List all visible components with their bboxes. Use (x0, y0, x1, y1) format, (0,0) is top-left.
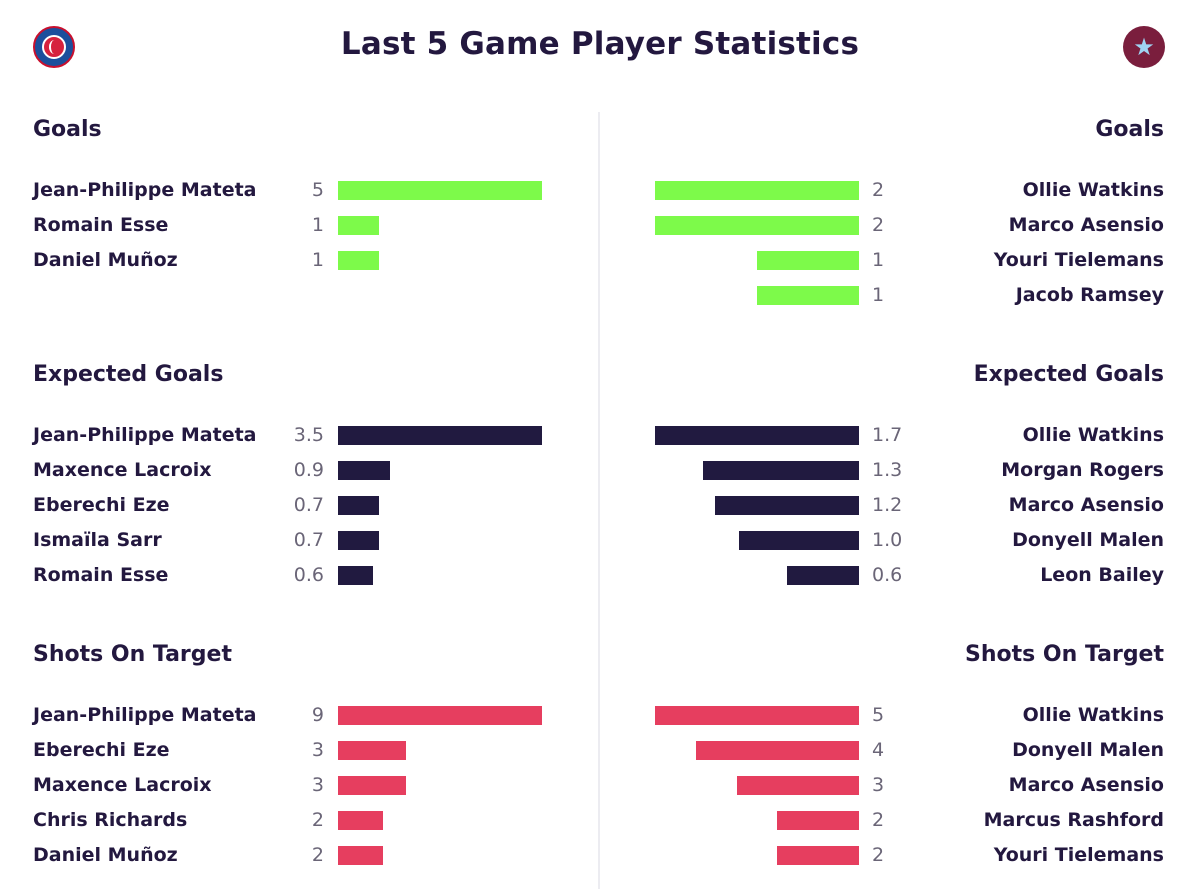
left-goals-player-name: Romain Esse (33, 214, 169, 236)
left-shots-on-target-bar (338, 846, 383, 865)
left-expected-goals-bar (338, 496, 379, 515)
right-expected-goals-player-name: Marco Asensio (1008, 494, 1164, 516)
left-expected-goals-player-name: Jean-Philippe Mateta (33, 424, 257, 446)
right-expected-goals-player-name: Donyell Malen (1012, 529, 1164, 551)
left-goals-value-label: 1 (311, 214, 324, 236)
left-shots-on-target-player-name: Eberechi Eze (33, 739, 170, 761)
left-expected-goals-bar (338, 426, 542, 445)
right-expected-goals-bar (787, 566, 859, 585)
right-shots-on-target-player-name: Ollie Watkins (1022, 704, 1164, 726)
right-goals-player-name: Youri Tielemans (993, 249, 1164, 271)
right-shots-on-target-bar (696, 741, 859, 760)
left-expected-goals-value-label: 0.9 (293, 459, 324, 481)
right-goals-value-label: 1 (872, 249, 885, 271)
right-goals-value-label: 1 (872, 284, 885, 306)
right-goals-player-name: Ollie Watkins (1022, 179, 1164, 201)
left-shots-on-target-bar (338, 776, 406, 795)
right-shots-on-target-title: Shots On Target (965, 642, 1164, 667)
right-goals-title: Goals (1095, 117, 1164, 142)
left-shots-on-target-bar (338, 811, 383, 830)
right-shots-on-target-bar (777, 811, 859, 830)
right-shots-on-target-value-label: 4 (872, 739, 885, 761)
right-goals-bar (757, 286, 859, 305)
right-shots-on-target-player-name: Donyell Malen (1012, 739, 1164, 761)
left-goals-value-label: 1 (311, 249, 324, 271)
right-goals-value-label: 2 (872, 179, 885, 201)
center-divider (598, 112, 600, 889)
right-goals-player-name: Marco Asensio (1008, 214, 1164, 236)
right-goals-bar (655, 181, 859, 200)
left-expected-goals-player-name: Ismaïla Sarr (33, 529, 162, 551)
right-expected-goals-bar (703, 461, 859, 480)
left-shots-on-target-bar (338, 741, 406, 760)
left-shots-on-target-bar (338, 706, 542, 725)
left-shots-on-target-value-label: 9 (311, 704, 324, 726)
left-shots-on-target-title: Shots On Target (33, 642, 232, 667)
left-goals-bar (338, 181, 542, 200)
right-shots-on-target-value-label: 2 (872, 809, 885, 831)
right-expected-goals-value-label: 1.0 (872, 529, 903, 551)
right-shots-on-target-player-name: Marcus Rashford (983, 809, 1164, 831)
right-shots-on-target-bar (655, 706, 859, 725)
left-goals-value-label: 5 (311, 179, 324, 201)
right-goals-bar (655, 216, 859, 235)
left-expected-goals-value-label: 0.7 (293, 529, 324, 551)
right-shots-on-target-bar (777, 846, 859, 865)
right-expected-goals-value-label: 0.6 (872, 564, 903, 586)
right-shots-on-target-bar (737, 776, 859, 795)
left-expected-goals-player-name: Eberechi Eze (33, 494, 170, 516)
left-shots-on-target-player-name: Daniel Muñoz (33, 844, 178, 866)
right-goals-bar (757, 251, 859, 270)
right-shots-on-target-player-name: Youri Tielemans (993, 844, 1164, 866)
left-shots-on-target-player-name: Maxence Lacroix (33, 774, 212, 796)
right-expected-goals-value-label: 1.7 (872, 424, 903, 446)
right-goals-value-label: 2 (872, 214, 885, 236)
left-expected-goals-player-name: Maxence Lacroix (33, 459, 212, 481)
right-expected-goals-bar (655, 426, 859, 445)
left-shots-on-target-player-name: Chris Richards (33, 809, 188, 831)
left-shots-on-target-player-name: Jean-Philippe Mateta (33, 704, 257, 726)
left-shots-on-target-value-label: 2 (311, 844, 324, 866)
right-expected-goals-player-name: Morgan Rogers (1001, 459, 1164, 481)
left-shots-on-target-value-label: 2 (311, 809, 324, 831)
left-team-crest-icon (33, 26, 75, 68)
right-shots-on-target-value-label: 2 (872, 844, 885, 866)
left-expected-goals-bar (338, 566, 373, 585)
left-expected-goals-value-label: 0.6 (293, 564, 324, 586)
left-shots-on-target-value-label: 3 (311, 774, 324, 796)
left-shots-on-target-value-label: 3 (311, 739, 324, 761)
left-goals-title: Goals (33, 117, 102, 142)
right-expected-goals-player-name: Ollie Watkins (1022, 424, 1164, 446)
left-goals-player-name: Daniel Muñoz (33, 249, 178, 271)
left-expected-goals-player-name: Romain Esse (33, 564, 169, 586)
right-shots-on-target-value-label: 3 (872, 774, 885, 796)
left-goals-bar (338, 251, 379, 270)
left-expected-goals-bar (338, 461, 390, 480)
left-expected-goals-bar (338, 531, 379, 550)
left-goals-bar (338, 216, 379, 235)
right-expected-goals-value-label: 1.3 (872, 459, 903, 481)
left-expected-goals-title: Expected Goals (33, 362, 224, 387)
left-expected-goals-value-label: 3.5 (293, 424, 324, 446)
right-goals-player-name: Jacob Ramsey (1015, 284, 1164, 306)
page-title: Last 5 Game Player Statistics (340, 26, 860, 62)
right-expected-goals-player-name: Leon Bailey (1040, 564, 1164, 586)
right-shots-on-target-value-label: 5 (872, 704, 885, 726)
right-expected-goals-bar (715, 496, 859, 515)
right-expected-goals-value-label: 1.2 (872, 494, 903, 516)
left-goals-player-name: Jean-Philippe Mateta (33, 179, 257, 201)
right-expected-goals-bar (739, 531, 859, 550)
right-expected-goals-title: Expected Goals (973, 362, 1164, 387)
right-team-crest-icon: ★ (1123, 26, 1165, 68)
left-expected-goals-value-label: 0.7 (293, 494, 324, 516)
right-shots-on-target-player-name: Marco Asensio (1008, 774, 1164, 796)
